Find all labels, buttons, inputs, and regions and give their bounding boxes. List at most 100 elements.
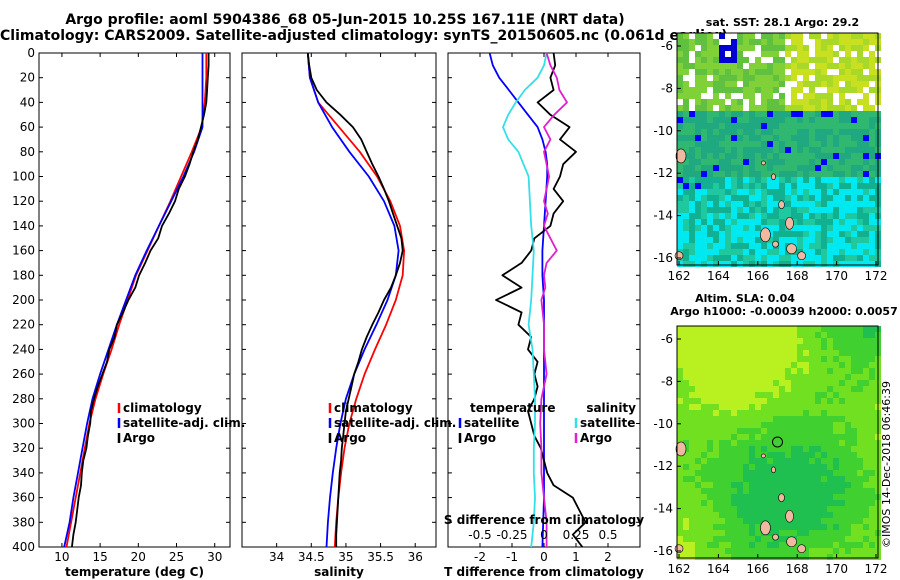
map-cell [713,374,719,380]
map-cell [845,344,851,350]
map-cell [827,446,833,452]
map-cell [863,87,869,93]
map-cell [683,57,689,63]
map-cell [869,482,875,488]
map-cell [845,398,851,404]
map-cell [737,410,743,416]
map-cell [713,530,719,536]
map-cell [827,153,833,159]
map-cell [839,428,845,434]
map-cell [683,123,689,129]
map-cell [839,344,845,350]
map-cell [767,452,773,458]
map-cell [791,380,797,386]
map-cell [869,39,875,45]
map-cell [725,482,731,488]
map-cell [803,518,809,524]
map-cell [677,482,683,488]
map-cell [713,87,719,93]
map-cell [839,165,845,171]
map-cell [797,183,803,189]
map-cell [851,105,857,111]
map-cell [683,500,689,506]
map-cell [677,177,683,183]
map-cell [791,338,797,344]
map-cell [839,518,845,524]
map-cell [839,476,845,482]
map-cell [833,350,839,356]
map-cell [773,386,779,392]
map-cell [857,416,863,422]
map-cell [851,213,857,219]
map-cell [857,135,863,141]
sla-map: 162 164 166 168 170 172-6-8-10-12-14-16 [653,325,887,576]
map-cell [737,75,743,81]
map-cell [695,249,701,255]
map-cell [773,500,779,506]
map-cell [839,69,845,75]
map-cell [755,75,761,81]
map-cell [845,530,851,536]
map-cell [743,542,749,548]
map-cell [785,452,791,458]
map-cell [755,536,761,542]
map-cell [815,398,821,404]
map-cell [869,159,875,165]
map-cell [767,177,773,183]
map-cell [779,338,785,344]
map-cell [809,39,815,45]
map-cell [755,410,761,416]
y-tick-label: 280 [12,392,35,406]
map-cell [863,338,869,344]
map-cell [743,39,749,45]
map-cell [749,33,755,39]
x-tick-label: 0 [540,550,548,564]
map-cell [695,147,701,153]
map-cell [863,434,869,440]
map-cell [851,476,857,482]
map-cell [845,123,851,129]
map-cell [839,326,845,332]
map-cell [713,386,719,392]
map-cell [755,231,761,237]
map-cell [737,518,743,524]
map-cell [695,207,701,213]
map-cell [845,33,851,39]
diff-line-1 [495,52,587,548]
map-cell [821,81,827,87]
map-cell [851,219,857,225]
map-cell [851,33,857,39]
map-cell [689,386,695,392]
map-cell [767,350,773,356]
map-cell [791,422,797,428]
map-cell [713,380,719,386]
map-cell [815,201,821,207]
map-cell [863,386,869,392]
map-cell [869,500,875,506]
map-cell [731,476,737,482]
map-cell [857,344,863,350]
map-cell [797,213,803,219]
map-cell [821,362,827,368]
map-cell [701,141,707,147]
map-cell [839,147,845,153]
map-cell [689,39,695,45]
map-cell [821,488,827,494]
map-cell [833,57,839,63]
map-cell [701,434,707,440]
map-cell [863,153,869,159]
map-cell [755,201,761,207]
map-cell [701,243,707,249]
map-cell [725,219,731,225]
map-cell [773,542,779,548]
map-cell [869,231,875,237]
map-cell [689,159,695,165]
map-cell [779,177,785,183]
map-cell [767,494,773,500]
map-cell [731,398,737,404]
map-cell [785,135,791,141]
map-cell [845,231,851,237]
map-cell [803,57,809,63]
map-cell [851,189,857,195]
map-cell [839,99,845,105]
